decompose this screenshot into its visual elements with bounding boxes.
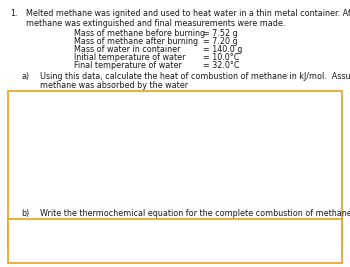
Text: methane was extinguished and final measurements were made.: methane was extinguished and final measu… [26, 19, 286, 28]
Text: = 10.0°C: = 10.0°C [203, 53, 239, 62]
Text: = 7.52 g: = 7.52 g [203, 29, 238, 38]
Text: 1.: 1. [10, 9, 18, 18]
Bar [8, 91, 342, 246]
Text: Write the thermochemical equation for the complete combustion of methane.: Write the thermochemical equation for th… [40, 209, 350, 218]
Text: Melted methane was ignited and used to heat water in a thin metal container. Aft: Melted methane was ignited and used to h… [26, 9, 350, 18]
Bar [8, 219, 342, 263]
Text: = 140.0 g: = 140.0 g [203, 45, 242, 54]
Text: Mass of methane after burning: Mass of methane after burning [74, 37, 198, 46]
Text: Using this data, calculate the heat of combustion of methane in kJ/mol.  Assume : Using this data, calculate the heat of c… [40, 72, 350, 81]
Text: a): a) [21, 72, 29, 81]
Text: Final temperature of water: Final temperature of water [74, 61, 181, 70]
Text: = 7.20 g: = 7.20 g [203, 37, 238, 46]
Text: Mass of water in container: Mass of water in container [74, 45, 180, 54]
Text: methane was absorbed by the water: methane was absorbed by the water [40, 81, 188, 90]
Text: b): b) [21, 209, 29, 218]
Text: = 32.0°C: = 32.0°C [203, 61, 239, 70]
Text: Mass of methane before burning: Mass of methane before burning [74, 29, 205, 38]
Text: Initial temperature of water: Initial temperature of water [74, 53, 185, 62]
